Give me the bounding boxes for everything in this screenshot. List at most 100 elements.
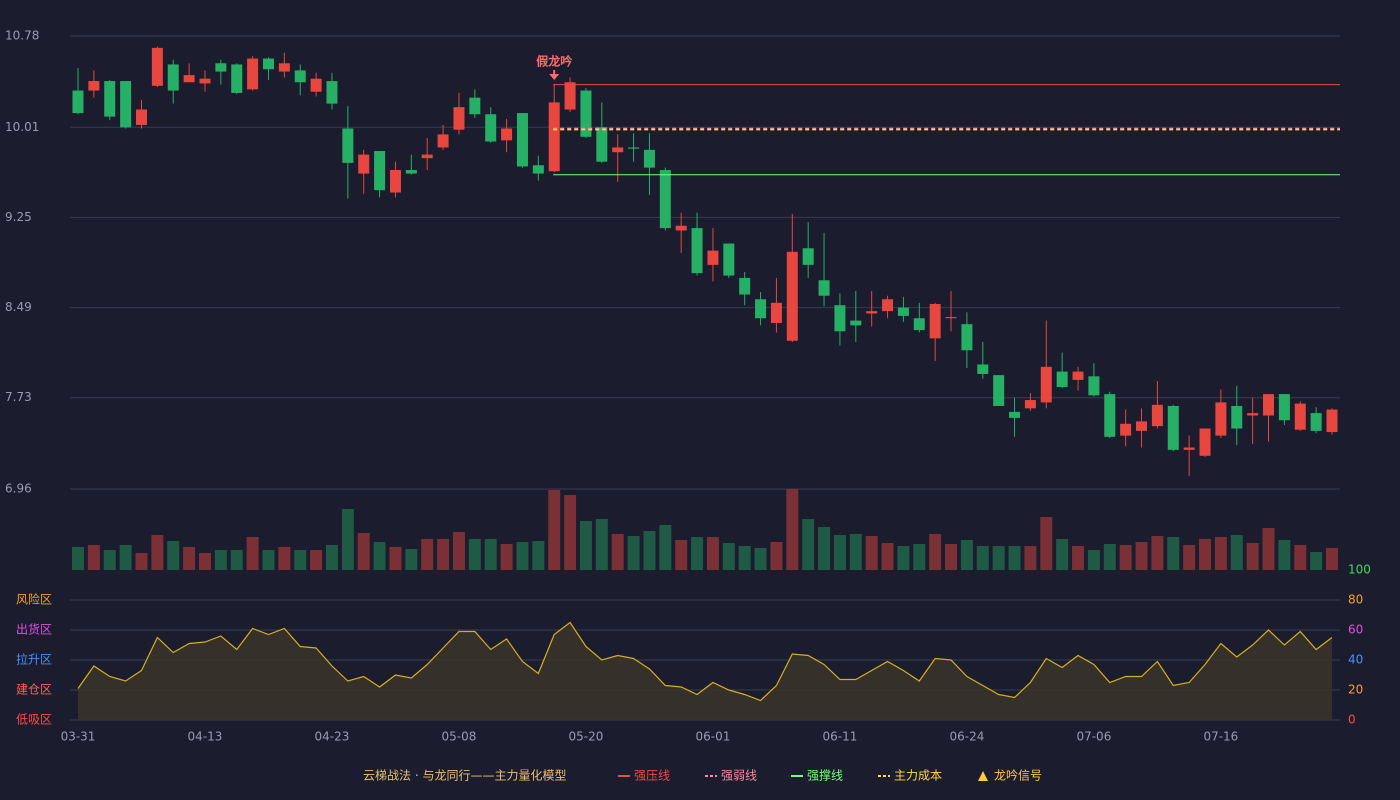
- x-tick-label: 07-16: [1203, 730, 1238, 744]
- legend-label: 强弱线: [721, 769, 757, 783]
- candle-body: [104, 81, 116, 117]
- volume-bar: [691, 537, 704, 570]
- annotation: 假龙吟: [536, 54, 572, 69]
- volume-bar: [246, 537, 259, 570]
- volume-bar: [548, 490, 561, 570]
- candle-body: [501, 128, 513, 141]
- volume-bar: [865, 536, 878, 570]
- volume-bar: [135, 553, 148, 570]
- candle-body: [691, 228, 703, 274]
- volume-bar: [310, 550, 323, 570]
- volume-bar: [627, 536, 640, 570]
- candle-body: [199, 78, 211, 84]
- candle-body: [485, 114, 497, 142]
- candle-body: [405, 170, 417, 174]
- candle-body: [421, 154, 433, 159]
- candle-body: [628, 147, 640, 149]
- volume-bar: [452, 532, 465, 570]
- volume-bar: [373, 542, 386, 570]
- volume-bar: [484, 539, 497, 570]
- volume-bar: [1230, 535, 1243, 570]
- zone-label: 低吸区: [16, 713, 52, 727]
- volume-bar: [183, 547, 196, 570]
- y-tick-label: 8.49: [5, 300, 32, 314]
- volume-bar: [325, 545, 338, 570]
- volume-bar: [659, 525, 672, 570]
- volume-bar: [833, 535, 846, 570]
- candle-body: [326, 81, 338, 104]
- volume-bar: [389, 547, 402, 570]
- candle-body: [72, 90, 84, 114]
- candle-body: [247, 58, 259, 90]
- zone-label: 出货区: [16, 622, 52, 637]
- volume-bar: [738, 546, 751, 570]
- candle-body: [1326, 409, 1338, 433]
- candle-body: [294, 70, 306, 83]
- candle-body: [739, 277, 751, 295]
- candle-body: [389, 170, 401, 193]
- volume-bar: [103, 550, 116, 570]
- candle-body: [437, 134, 449, 148]
- x-tick-label: 04-13: [188, 730, 223, 744]
- volume-bar: [960, 540, 973, 570]
- volume-bar: [87, 545, 100, 570]
- volume-bar: [294, 550, 307, 570]
- candle-body: [612, 147, 624, 153]
- x-tick-label: 05-08: [442, 730, 477, 744]
- candle-body: [1009, 411, 1021, 418]
- candle-body: [548, 102, 560, 172]
- candle-body: [977, 364, 989, 374]
- x-tick-label: 06-24: [949, 730, 984, 744]
- volume-bar: [1135, 542, 1148, 570]
- x-tick-label: 06-01: [695, 730, 730, 744]
- volume-bar: [230, 550, 243, 570]
- y2-tick-label: 0: [1348, 713, 1356, 727]
- volume-bar: [1056, 539, 1069, 570]
- legend-swatch: [978, 771, 988, 781]
- volume-bar: [1199, 539, 1212, 570]
- volume-bar: [167, 541, 180, 570]
- volume-bar: [1214, 537, 1227, 570]
- y-tick-label: 9.25: [5, 210, 32, 224]
- candle-body: [1310, 413, 1322, 431]
- candle-body: [342, 128, 354, 163]
- volume-bar: [500, 544, 513, 570]
- candle-body: [882, 299, 894, 312]
- volume-bar: [1040, 517, 1053, 570]
- volume-bar: [437, 539, 450, 570]
- candle-body: [453, 107, 465, 130]
- volume-bar: [913, 544, 926, 570]
- candle-body: [215, 63, 227, 72]
- volume-bar: [1278, 540, 1291, 570]
- volume-bar: [421, 539, 434, 570]
- volume-bar: [881, 543, 894, 570]
- volume-bar: [802, 519, 815, 570]
- volume-bar: [341, 509, 354, 570]
- volume-bar: [151, 535, 164, 570]
- candle-body: [135, 109, 147, 125]
- volume-bar: [770, 542, 783, 570]
- volume-bar: [1246, 543, 1259, 570]
- candle-body: [755, 299, 767, 319]
- volume-bar: [1087, 550, 1100, 570]
- y2-tick-label: 40: [1348, 653, 1363, 667]
- x-tick-label: 04-23: [315, 730, 350, 744]
- volume-bar: [595, 519, 608, 570]
- indicator-area: [78, 622, 1332, 720]
- x-tick-label: 03-31: [61, 730, 96, 744]
- candle-body: [120, 81, 132, 128]
- candle-body: [1072, 371, 1084, 380]
- volume-bar: [1183, 545, 1196, 570]
- volume-bar: [1119, 545, 1132, 570]
- volume-bar: [992, 546, 1005, 570]
- volume-bar: [1262, 528, 1275, 570]
- candle-body: [818, 280, 830, 296]
- candle-body: [88, 81, 100, 91]
- candle-body: [850, 320, 862, 326]
- candle-body: [1056, 371, 1068, 388]
- y2-tick-label: 60: [1348, 623, 1363, 637]
- candle-body: [1151, 404, 1163, 427]
- y-tick-label: 6.96: [5, 482, 32, 496]
- candle-body: [516, 113, 528, 167]
